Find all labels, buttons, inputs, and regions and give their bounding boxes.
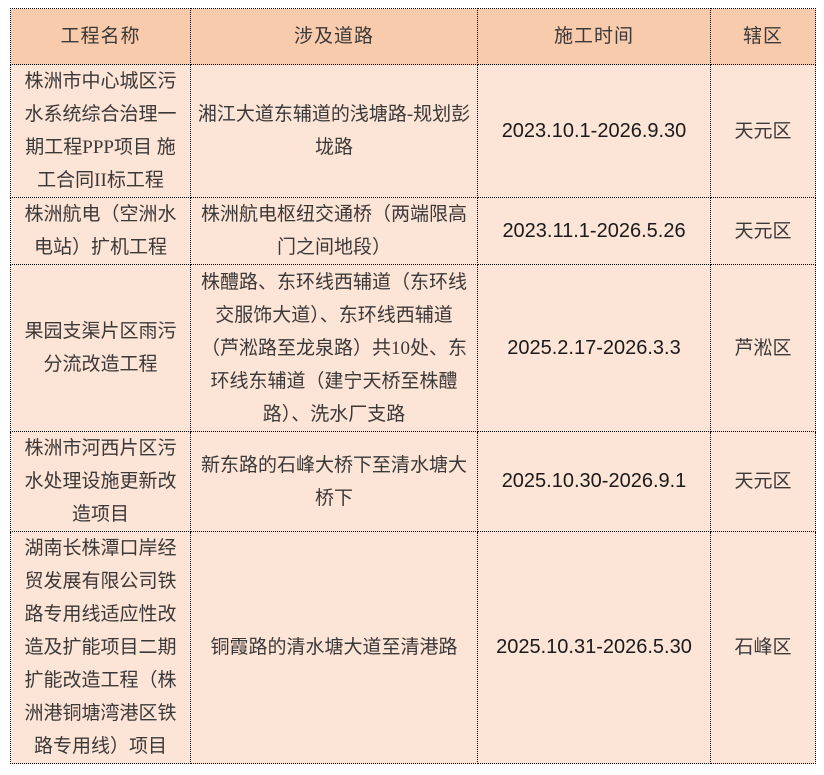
table-row: 株洲市河西片区污水处理设施更新改造项目 新东路的石峰大桥下至清水塘大桥下 202… [10, 431, 816, 532]
cell-construction-time: 2025.10.30-2026.9.1 [477, 431, 711, 532]
cell-project-name: 株洲航电（空洲水电站）扩机工程 [10, 197, 191, 265]
header-row: 工程名称 涉及道路 施工时间 辖区 [10, 8, 816, 65]
cell-construction-time: 2023.10.1-2026.9.30 [477, 64, 711, 198]
cell-roads: 株醴路、东环线西辅道（东环线交服饰大道）、东环线西辅道（芦淞路至龙泉路）共10处… [190, 264, 478, 432]
table-row: 株洲市中心城区污水系统综合治理一期工程PPP项目 施工合同II标工程 湘江大道东… [10, 64, 816, 198]
cell-district: 石峰区 [710, 531, 816, 764]
cell-roads: 株洲航电枢纽交通桥（两端限高门之间地段） [190, 197, 478, 265]
construction-projects-table: 工程名称 涉及道路 施工时间 辖区 株洲市中心城区污水系统综合治理一期工程PPP… [10, 8, 816, 764]
cell-district: 天元区 [710, 64, 816, 198]
cell-construction-time: 2023.11.1-2026.5.26 [477, 197, 711, 265]
column-header-district: 辖区 [710, 8, 816, 65]
cell-roads: 铜霞路的清水塘大道至清港路 [190, 531, 478, 764]
table-row: 湖南长株潭口岸经贸发展有限公司铁路专用线适应性改造及扩能项目二期扩能改造工程（株… [10, 531, 816, 764]
table-row: 株洲航电（空洲水电站）扩机工程 株洲航电枢纽交通桥（两端限高门之间地段） 202… [10, 197, 816, 265]
cell-project-name: 果园支渠片区雨污分流改造工程 [10, 264, 191, 432]
cell-roads: 湘江大道东辅道的浅塘路-规划彭垅路 [190, 64, 478, 198]
cell-project-name: 湖南长株潭口岸经贸发展有限公司铁路专用线适应性改造及扩能项目二期扩能改造工程（株… [10, 531, 191, 764]
table-row: 果园支渠片区雨污分流改造工程 株醴路、东环线西辅道（东环线交服饰大道）、东环线西… [10, 264, 816, 432]
construction-projects-table-container: 工程名称 涉及道路 施工时间 辖区 株洲市中心城区污水系统综合治理一期工程PPP… [10, 8, 816, 764]
cell-construction-time: 2025.2.17-2026.3.3 [477, 264, 711, 432]
cell-district: 天元区 [710, 197, 816, 265]
column-header-project-name: 工程名称 [10, 8, 191, 65]
cell-roads: 新东路的石峰大桥下至清水塘大桥下 [190, 431, 478, 532]
cell-project-name: 株洲市中心城区污水系统综合治理一期工程PPP项目 施工合同II标工程 [10, 64, 191, 198]
column-header-roads: 涉及道路 [190, 8, 478, 65]
column-header-construction-time: 施工时间 [477, 8, 711, 65]
cell-district: 天元区 [710, 431, 816, 532]
cell-district: 芦淞区 [710, 264, 816, 432]
cell-construction-time: 2025.10.31-2026.5.30 [477, 531, 711, 764]
cell-project-name: 株洲市河西片区污水处理设施更新改造项目 [10, 431, 191, 532]
